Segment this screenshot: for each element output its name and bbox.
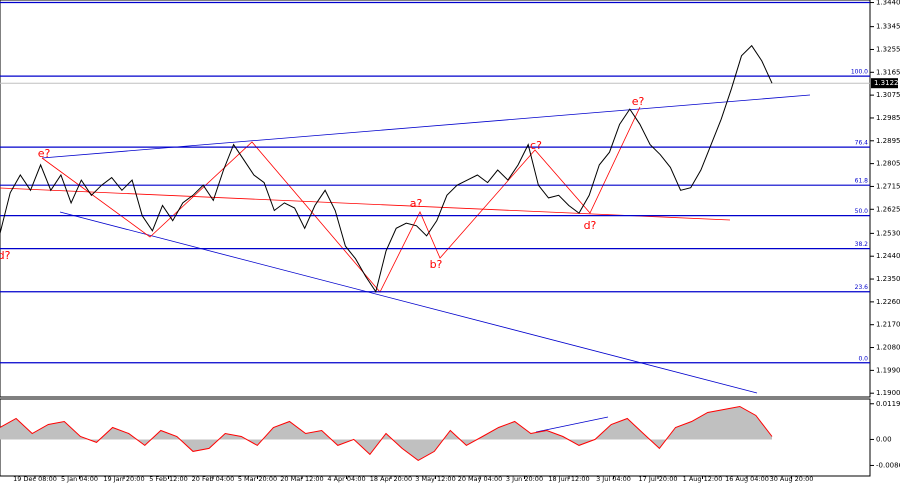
wave-label: e? — [38, 147, 51, 160]
x-tick-label: 16 Aug 04:00 — [725, 475, 769, 483]
trendline — [0, 187, 731, 221]
y-tick-label: 1.1900 — [876, 389, 900, 397]
y-tick-label: 1.3255 — [876, 45, 900, 53]
x-tick-label: 20 Feb 04:00 — [192, 475, 235, 483]
fib-label: 161.8 — [851, 0, 868, 2]
x-tick-label: 30 Aug 20:00 — [770, 475, 814, 483]
x-tick-label: 18 Jun 12:00 — [548, 475, 589, 483]
wave-label: a? — [410, 197, 423, 210]
fib-label: 100.0 — [851, 69, 868, 76]
y-tick-label: 1.3440 — [876, 0, 900, 7]
price-line — [0, 44, 773, 293]
y-tick-label: 1.3345 — [876, 23, 900, 31]
fib-label: 61.8 — [855, 178, 869, 185]
x-tick-label: 5 Jan 04:00 — [61, 475, 98, 483]
y-tick-label: 1.2625 — [876, 205, 900, 213]
y-tick-label: 1.2260 — [876, 298, 900, 306]
x-tick-label: 17 Jul 20:00 — [639, 475, 678, 483]
y-tick-label: 1.2350 — [876, 275, 900, 283]
x-tick-label: 3 May 12:00 — [415, 475, 455, 483]
main-panel — [0, 0, 871, 398]
y-tick-label: 1.2895 — [876, 137, 900, 145]
x-tick-label: 1 Aug 12:00 — [683, 475, 723, 483]
oscillator-area — [0, 406, 772, 461]
fib-label: 38.2 — [855, 241, 869, 248]
y-tick-label: 1.1990 — [876, 366, 900, 374]
x-tick-label: 4 Apr 04:00 — [327, 475, 365, 483]
fib-label: 0.0 — [858, 355, 868, 362]
last-price-label: 1.3122 — [874, 79, 899, 87]
y-tick-label: 1.3165 — [876, 68, 900, 76]
x-tick-label: 3 Jul 04:00 — [596, 475, 631, 483]
fib-label: 76.4 — [855, 140, 869, 147]
y-tick-label: 1.2170 — [876, 321, 900, 329]
y-tick-label: 1.2985 — [876, 114, 900, 122]
y-tick-label: 0.01191 — [876, 400, 900, 408]
wave-path — [41, 106, 641, 293]
wave-label: c? — [530, 139, 542, 152]
wave-label: d? — [584, 219, 597, 232]
y-tick-label: 1.2080 — [876, 344, 900, 352]
divergence-line — [535, 416, 609, 433]
x-tick-label: 20 May 04:00 — [458, 475, 503, 483]
y-tick-label: 0.00 — [876, 435, 892, 443]
x-tick-label: 5 Feb 12:00 — [149, 475, 188, 483]
y-tick-label: 1.2440 — [876, 252, 900, 260]
y-tick-label: 1.2530 — [876, 229, 900, 237]
x-tick-label: 3 Jun 20:00 — [506, 475, 543, 483]
x-tick-label: 20 Mar 12:00 — [280, 475, 323, 483]
y-tick-label: -0.00868 — [876, 461, 900, 469]
y-tick-label: 1.2715 — [876, 182, 900, 190]
y-tick-label: 1.3075 — [876, 91, 900, 99]
wave-label: d? — [0, 249, 11, 262]
oscillator-line — [0, 405, 773, 461]
fib-label: 23.6 — [855, 284, 869, 291]
x-tick-label: 19 Jan 20:00 — [103, 475, 144, 483]
x-tick-label: 19 Dec 08:00 — [13, 475, 57, 483]
x-tick-label: 5 Mar 20:00 — [238, 475, 277, 483]
fib-label: 50.0 — [855, 208, 869, 215]
last-price-box — [871, 78, 898, 89]
wave-label: b? — [430, 258, 443, 271]
x-tick-label: 18 Apr 20:00 — [370, 475, 412, 483]
wave-label: e? — [632, 95, 645, 108]
y-tick-label: 1.2805 — [876, 160, 900, 168]
